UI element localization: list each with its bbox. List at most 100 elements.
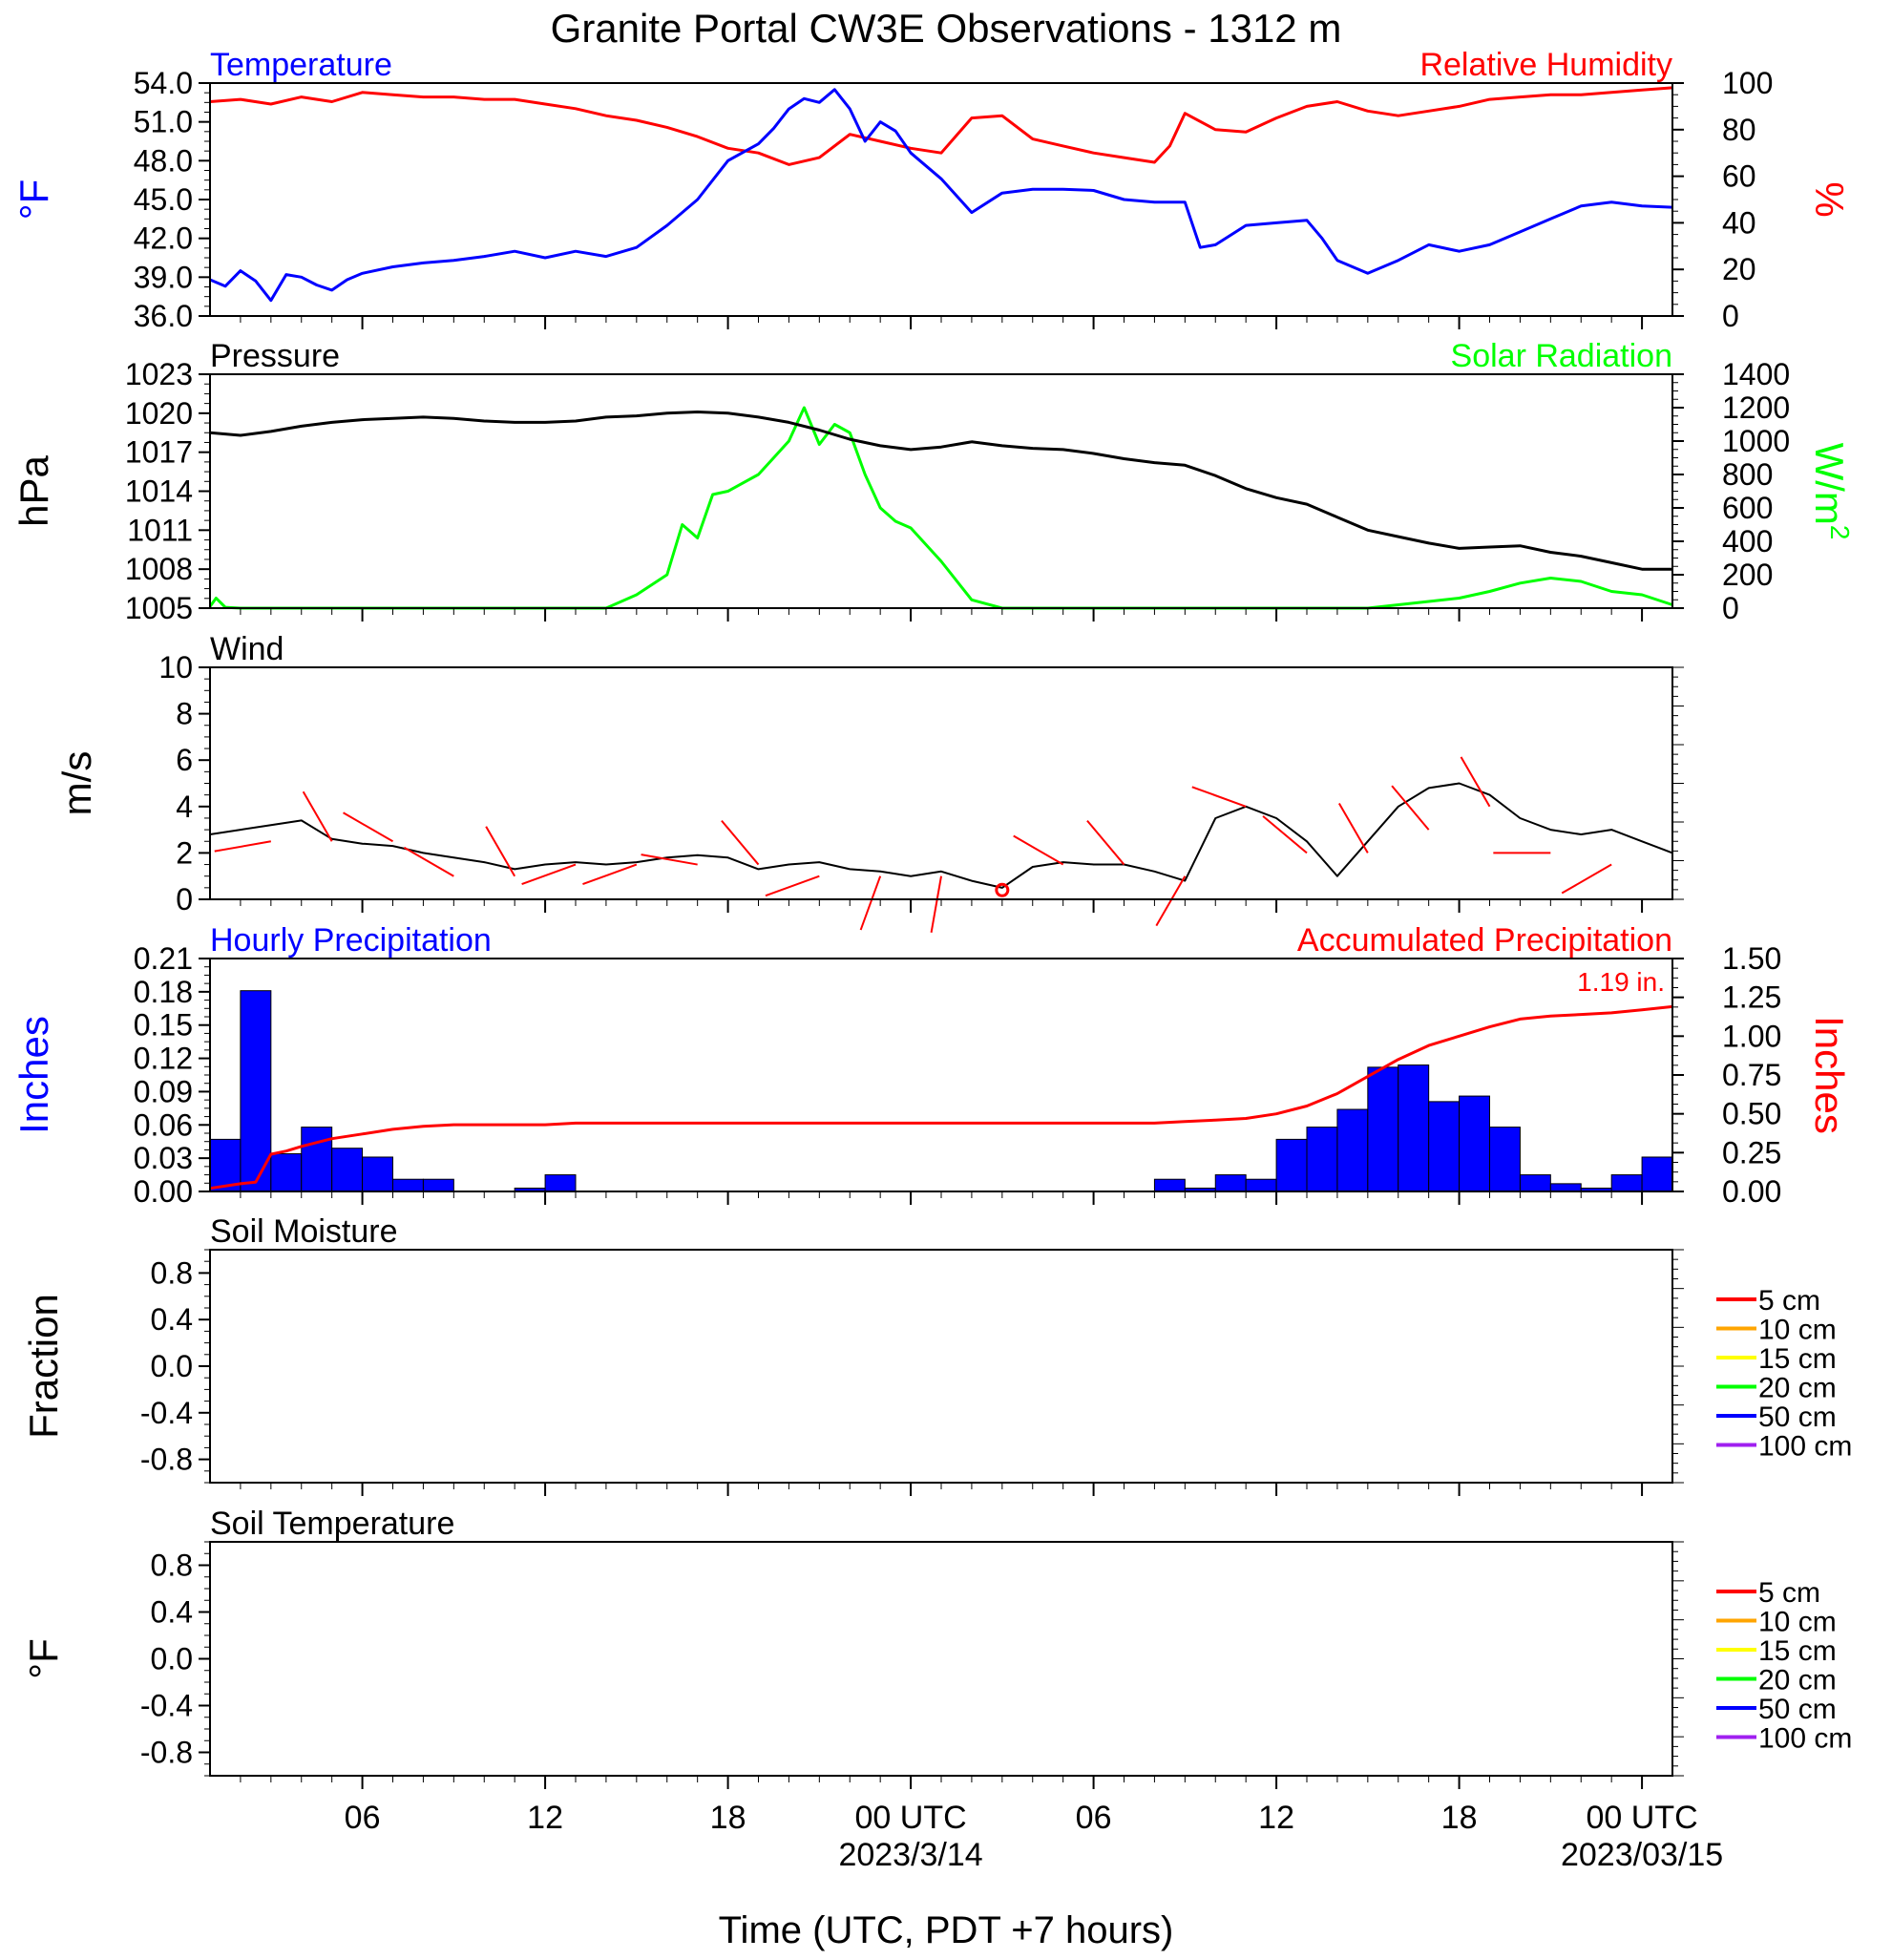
wind-barb [1013, 834, 1064, 866]
left-tick-label: -0.4 [140, 1396, 193, 1430]
temperature-title: Temperature [210, 47, 392, 83]
legend-label: 5 cm [1758, 1577, 1820, 1609]
hourly-precip-bar [1641, 1156, 1673, 1192]
wind-barb [214, 840, 272, 853]
legend-label: 100 cm [1758, 1431, 1852, 1463]
solar-title: Solar Radiation [1451, 338, 1672, 374]
wind-barb [930, 875, 942, 933]
wind-speed-line [209, 782, 1673, 889]
hourly-precip-bar [544, 1174, 577, 1192]
panel-frame [209, 1249, 1673, 1484]
left-tick-label: 51.0 [134, 105, 193, 139]
panels: 36.039.042.045.048.051.054.0020406080100… [11, 47, 1855, 1873]
hourly-precip-bar [1214, 1174, 1247, 1192]
wind-barb [302, 790, 333, 842]
hourly-precip-bar [1245, 1178, 1277, 1192]
hourly-precip-bar [301, 1127, 333, 1192]
right-tick-label: 400 [1722, 524, 1773, 558]
soil-moisture-title: Soil Moisture [210, 1213, 398, 1250]
pressure-axis-label: hPa [11, 454, 56, 526]
left-tick-label: 1020 [125, 396, 193, 431]
wind-barb [1337, 802, 1369, 854]
right-tick-label: 200 [1722, 558, 1773, 592]
hourly-precip-bar [1610, 1174, 1643, 1192]
temperature-axis-label: °F [11, 179, 56, 220]
legend-label: 100 cm [1758, 1723, 1852, 1755]
wind-barb [582, 863, 638, 886]
legend-label: 15 cm [1758, 1343, 1837, 1375]
x-axis-label: Time (UTC, PDT +7 hours) [719, 1909, 1174, 1951]
hourly-precip-bar [1153, 1178, 1186, 1192]
chart-title: Granite Portal CW3E Observations - 1312 … [551, 6, 1342, 51]
wind-axis-label: m/s [54, 751, 99, 816]
left-tick-label: 48.0 [134, 143, 193, 178]
legend-label: 50 cm [1758, 1402, 1837, 1433]
x-tick-label: 00 UTC [1587, 1800, 1698, 1836]
left-tick-label: 0.12 [134, 1042, 193, 1076]
left-tick-label: 0.0 [151, 1642, 193, 1676]
right-tick-label: 1200 [1722, 390, 1790, 425]
left-tick-label: 4 [176, 790, 193, 824]
legend-label: 10 cm [1758, 1315, 1837, 1346]
accum-precip-total: 1.19 in. [1577, 967, 1665, 997]
hourly-precip-bar [1275, 1138, 1308, 1192]
panel-frame [209, 373, 1673, 609]
right-tick-label: 1.00 [1722, 1019, 1781, 1053]
panel-pressure-solar: 1005 1008 1011 1014 1017 1020 1023 020040060080… [11, 338, 1855, 625]
hourly-precip-bar [331, 1148, 364, 1192]
panel-precipitation: 0.000.030.060.090.120.150.180.210.000.25… [11, 922, 1852, 1209]
wind-barb [641, 854, 698, 866]
left-tick-label: 8 [176, 697, 193, 731]
left-tick-label: 1017 [125, 435, 193, 470]
right-tick-label: 800 [1722, 457, 1773, 492]
hourly-precip-bar [1306, 1127, 1338, 1192]
wind-calm-marker [995, 882, 1010, 897]
soil-moisture-axis-label: Fraction [21, 1294, 66, 1439]
left-tick-label: 0.8 [151, 1549, 193, 1583]
left-tick-label: -0.8 [140, 1443, 193, 1477]
right-tick-label: 100 [1722, 66, 1773, 100]
wind-title: Wind [210, 631, 284, 667]
left-tick-label: 1014 [125, 474, 193, 509]
left-tick-label: -0.8 [140, 1736, 193, 1770]
left-tick-label: 54.0 [134, 66, 193, 100]
right-tick-label: 40 [1722, 205, 1756, 240]
x-tick-label: 06 [1076, 1800, 1112, 1836]
wind-barb [1086, 819, 1125, 866]
right-tick-label: 1400 [1722, 357, 1790, 391]
wind-barb [1262, 815, 1308, 854]
panel-frame [209, 1541, 1673, 1777]
hourly-precip-bar [1549, 1183, 1582, 1192]
right-tick-label: 0.75 [1722, 1058, 1781, 1092]
pressure-title: Pressure [210, 338, 340, 374]
panel-temperature-humidity: 36.0 39.0 42.0 45.0 48.0 51.0 54.0 0 20 40 60 80 100… [11, 47, 1852, 333]
accum-precip-axis-label: Inches [1807, 1016, 1852, 1134]
wind-barb [1155, 875, 1187, 927]
temperature-line [209, 88, 1673, 303]
left-tick-label: 0.06 [134, 1107, 193, 1142]
hourly-precip-axis-label: Inches [11, 1016, 56, 1134]
wind-barb [343, 811, 394, 843]
left-tick-label: 0.4 [151, 1302, 193, 1337]
legend-label: 10 cm [1758, 1607, 1837, 1638]
x-tick-label: 18 [1441, 1800, 1478, 1836]
left-tick-label: 2 [176, 835, 193, 870]
right-tick-label: 1.25 [1722, 980, 1781, 1015]
wind-barb [765, 875, 820, 897]
left-tick-label: 0.18 [134, 975, 193, 1009]
left-tick-label: 0 [176, 882, 193, 917]
left-tick-label: 0.09 [134, 1074, 193, 1108]
left-tick-label: 0.4 [151, 1595, 193, 1630]
wind-barb [485, 826, 516, 877]
left-tick-label: 42.0 [134, 221, 193, 256]
left-tick-label: 1008 [125, 552, 193, 586]
x-tick-label: 12 [527, 1800, 563, 1836]
left-tick-label: 45.0 [134, 182, 193, 217]
left-tick-label: 1005 [125, 591, 193, 625]
accum-precip-title: Accumulated Precipitation [1297, 922, 1672, 959]
right-tick-label: 1.50 [1722, 941, 1781, 976]
right-tick-label: 0.50 [1722, 1097, 1781, 1131]
legend-label: 15 cm [1758, 1635, 1837, 1667]
